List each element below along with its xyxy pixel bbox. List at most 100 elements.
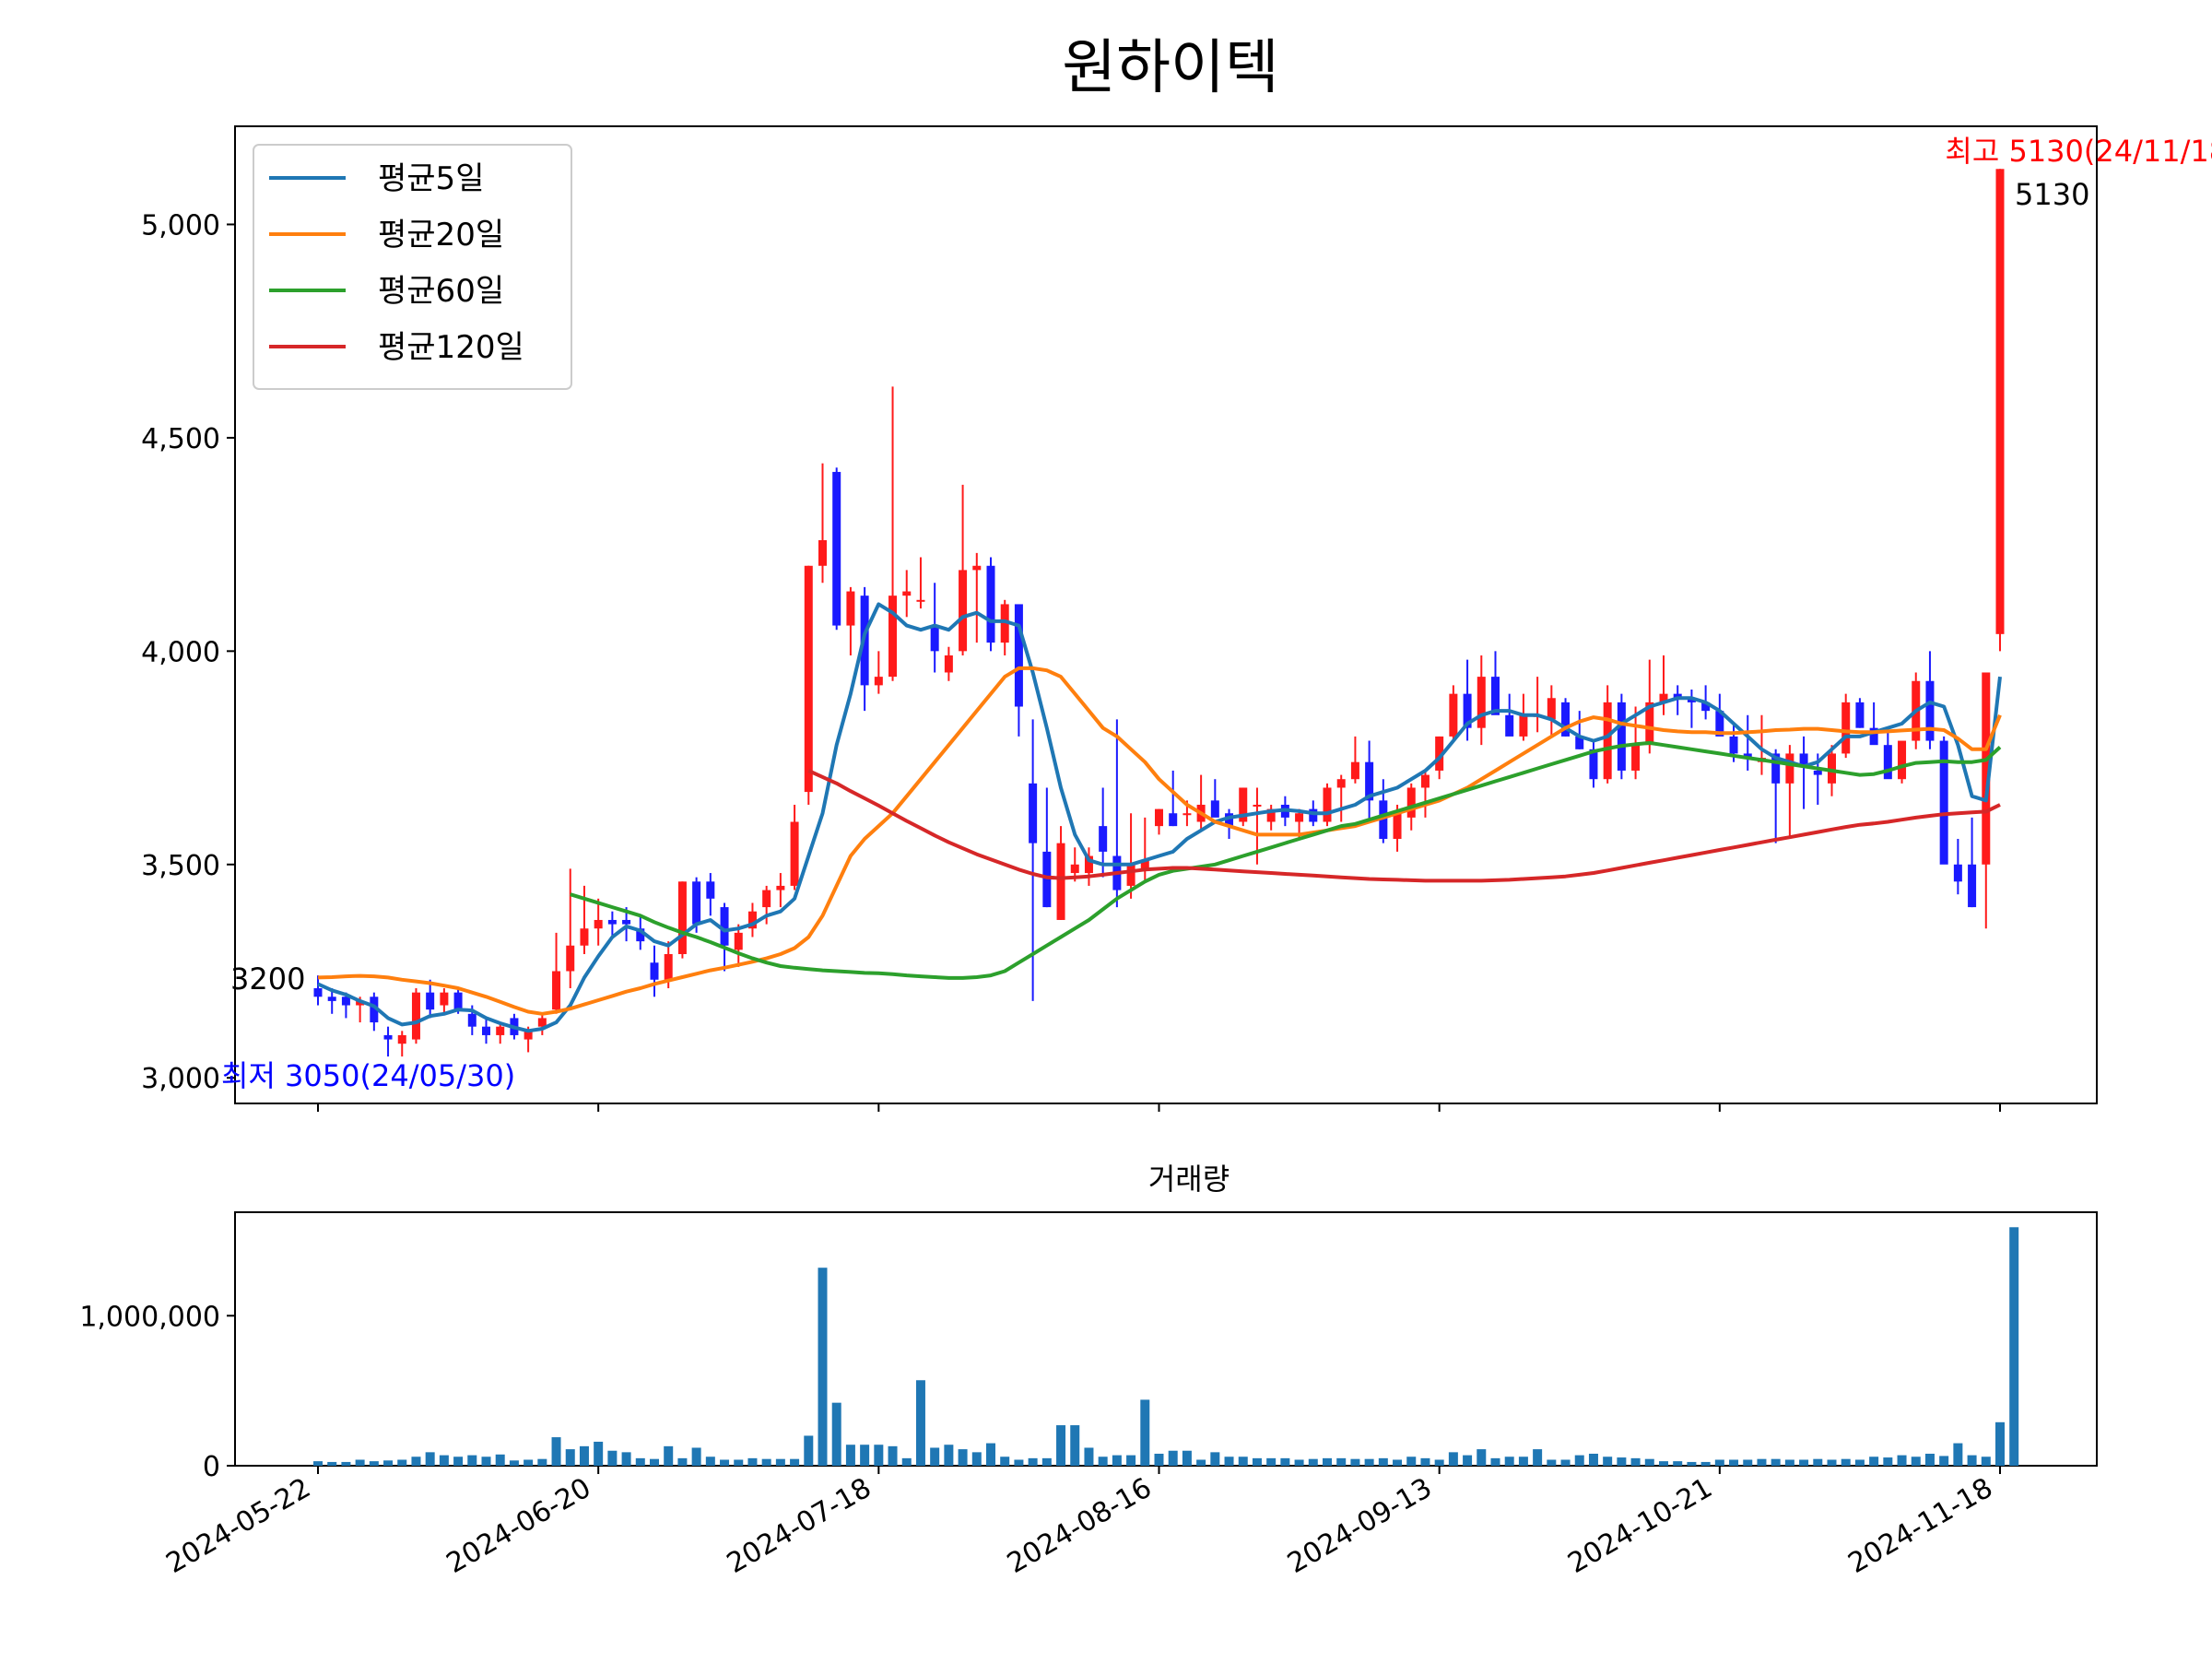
volume-bar (1126, 1455, 1136, 1466)
candle-body (1070, 864, 1079, 874)
volume-bar (467, 1455, 477, 1466)
candle-body (1323, 787, 1332, 822)
volume-bar (1518, 1457, 1528, 1466)
candle-body (1813, 770, 1822, 775)
candle-body (1210, 800, 1219, 818)
candle-body (1898, 740, 1907, 780)
candle-body (832, 471, 841, 626)
volume-bar (1924, 1453, 1935, 1466)
volume-bar (747, 1457, 758, 1466)
x-tick-label: 2024-08-16 (1002, 1472, 1157, 1580)
ma-line (317, 666, 2002, 1016)
volume-bar (1168, 1450, 1178, 1466)
volume-y-tick-label: 1,000,000 (79, 1301, 220, 1333)
candle-body (1589, 749, 1598, 780)
candle-body (1042, 851, 1052, 908)
volume-bar (1490, 1457, 1500, 1466)
candle-body (677, 881, 687, 954)
candle-body (1435, 736, 1444, 771)
candle-body (1995, 169, 2005, 634)
candle-body (1982, 672, 1991, 865)
candle-body (341, 997, 350, 1006)
candle-body (537, 1018, 547, 1027)
candle-body (1841, 702, 1851, 754)
candle-body (1420, 774, 1430, 788)
volume-bar (383, 1460, 394, 1466)
x-tick-label: 2024-07-18 (722, 1472, 877, 1580)
volume-bar (1504, 1457, 1514, 1466)
candle-body (482, 1026, 490, 1035)
volume-bar (1644, 1458, 1654, 1466)
volume-bar (1757, 1458, 1767, 1466)
candle-body (1463, 693, 1472, 728)
volume-bar (1323, 1457, 1332, 1466)
candle-body (1014, 604, 1023, 707)
candle-body (1785, 753, 1794, 784)
candle-body (496, 1026, 505, 1035)
volume-bar (1869, 1457, 1879, 1466)
volume-bar (495, 1454, 505, 1466)
candle-body (607, 919, 617, 925)
y-tick-label: 4,500 (141, 423, 220, 455)
candle-body (1729, 736, 1738, 754)
volume-bar (1350, 1458, 1360, 1466)
volume-bar (1224, 1457, 1234, 1466)
volume-bar (986, 1443, 995, 1466)
volume-bar (2009, 1227, 2019, 1466)
candle-body (1617, 702, 1626, 771)
candle-body (313, 988, 323, 997)
low-annotation: 최저 3050(24/05/30) (221, 1058, 515, 1093)
volume-plot-frame (234, 1211, 2098, 1467)
volume-bar (1000, 1457, 1010, 1466)
price-plot-frame (234, 125, 2098, 1104)
candle-body (650, 962, 659, 980)
volume-bar (1084, 1447, 1094, 1466)
candle-body (1126, 864, 1135, 886)
volume-bar (845, 1445, 855, 1466)
volume-bar (621, 1452, 631, 1466)
volume-bar (1897, 1455, 1907, 1466)
volume-bar (1743, 1459, 1753, 1466)
volume-bar (1463, 1455, 1473, 1466)
y-tick-label: 4,000 (141, 636, 220, 668)
volume-bar (1182, 1450, 1192, 1466)
volume-bar (1673, 1461, 1683, 1466)
candle-body (1491, 677, 1500, 715)
candle-body (580, 928, 589, 946)
volume-y-tick-label: 0 (203, 1451, 220, 1483)
ma-line (570, 740, 2002, 980)
candle-body (804, 565, 813, 793)
candle-body (467, 1013, 477, 1027)
candle-body (972, 565, 982, 571)
candle-body (356, 1000, 365, 1006)
volume-bar (1603, 1457, 1613, 1466)
candle-body (1673, 693, 1682, 699)
candle-body (1140, 860, 1149, 869)
candle-body (1477, 677, 1486, 728)
candle-body (1505, 714, 1514, 737)
candle-body (762, 890, 771, 908)
volume-bar (1070, 1425, 1080, 1466)
volume-bar (1799, 1459, 1809, 1466)
volume-bar (677, 1457, 688, 1466)
candle-body (902, 591, 912, 596)
candle-body (959, 570, 968, 652)
candle-body (1771, 753, 1781, 784)
volume-bar (579, 1445, 589, 1466)
candle-body (1799, 753, 1808, 767)
price-panel: 3,000 3,500 4,000 4,500 5,000 최고 5130(24/11/1… (141, 125, 2212, 1112)
high-value-label: 5130 (2015, 177, 2089, 212)
candle-body (594, 919, 603, 929)
candle-body (720, 907, 729, 946)
candle-body (370, 997, 379, 1023)
volume-bar (327, 1461, 337, 1466)
candle-body (1253, 804, 1262, 807)
volume-bar (650, 1458, 659, 1466)
candle-body (1336, 779, 1346, 788)
candle-body (1365, 761, 1374, 801)
candle-body (622, 919, 631, 925)
volume-bar (425, 1452, 435, 1466)
volume-bar (1630, 1457, 1641, 1466)
volume-bar (1939, 1456, 1949, 1466)
volume-bar (1210, 1452, 1220, 1466)
